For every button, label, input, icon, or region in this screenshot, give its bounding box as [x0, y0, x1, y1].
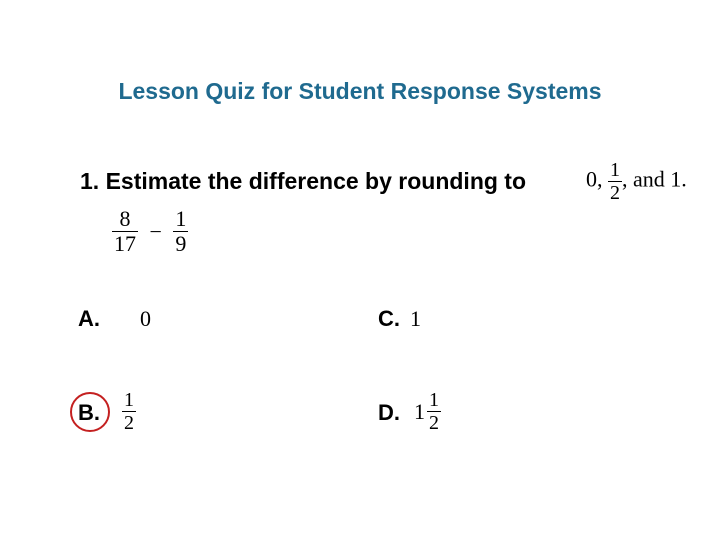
frac-den: 2	[122, 412, 136, 433]
option-d-fraction: 12	[427, 390, 441, 433]
option-b-value: 1 2	[122, 390, 136, 433]
round-val-half: 12	[608, 160, 622, 203]
fraction-1: 8 17	[112, 208, 138, 255]
option-b-fraction: 1 2	[122, 390, 136, 433]
frac-den: 9	[173, 232, 188, 255]
and-text: , and	[622, 167, 670, 192]
frac-num: 1	[427, 390, 441, 412]
round-val-1: 1	[670, 167, 681, 192]
rounding-values: 0, 12, and 1.	[586, 160, 687, 203]
option-d-int: 1	[414, 399, 427, 425]
question-prompt: 1. Estimate the difference by rounding t…	[80, 168, 526, 195]
option-a-value: 0	[140, 306, 151, 332]
frac-den: 2	[608, 182, 622, 203]
question-text: Estimate the difference by rounding to	[106, 168, 526, 194]
option-d-label[interactable]: D.	[378, 400, 400, 426]
frac-num: 1	[608, 160, 622, 182]
period: .	[681, 167, 687, 192]
question-number: 1.	[80, 168, 99, 194]
minus-sign: −	[144, 219, 168, 245]
sep1: ,	[597, 167, 608, 192]
round-val-0: 0	[586, 167, 597, 192]
quiz-title: Lesson Quiz for Student Response Systems	[0, 78, 720, 105]
frac-num: 1	[122, 390, 136, 412]
option-d-value: 112	[414, 390, 441, 433]
option-a-label[interactable]: A.	[78, 306, 100, 332]
frac-den: 17	[112, 232, 138, 255]
option-c-label[interactable]: C.	[378, 306, 400, 332]
frac-num: 1	[173, 208, 188, 232]
expression: 8 17 − 1 9	[112, 208, 188, 255]
fraction-2: 1 9	[173, 208, 188, 255]
option-b-label[interactable]: B.	[78, 400, 100, 426]
frac-den: 2	[427, 412, 441, 433]
option-c-value: 1	[410, 306, 421, 332]
frac-num: 8	[112, 208, 138, 232]
